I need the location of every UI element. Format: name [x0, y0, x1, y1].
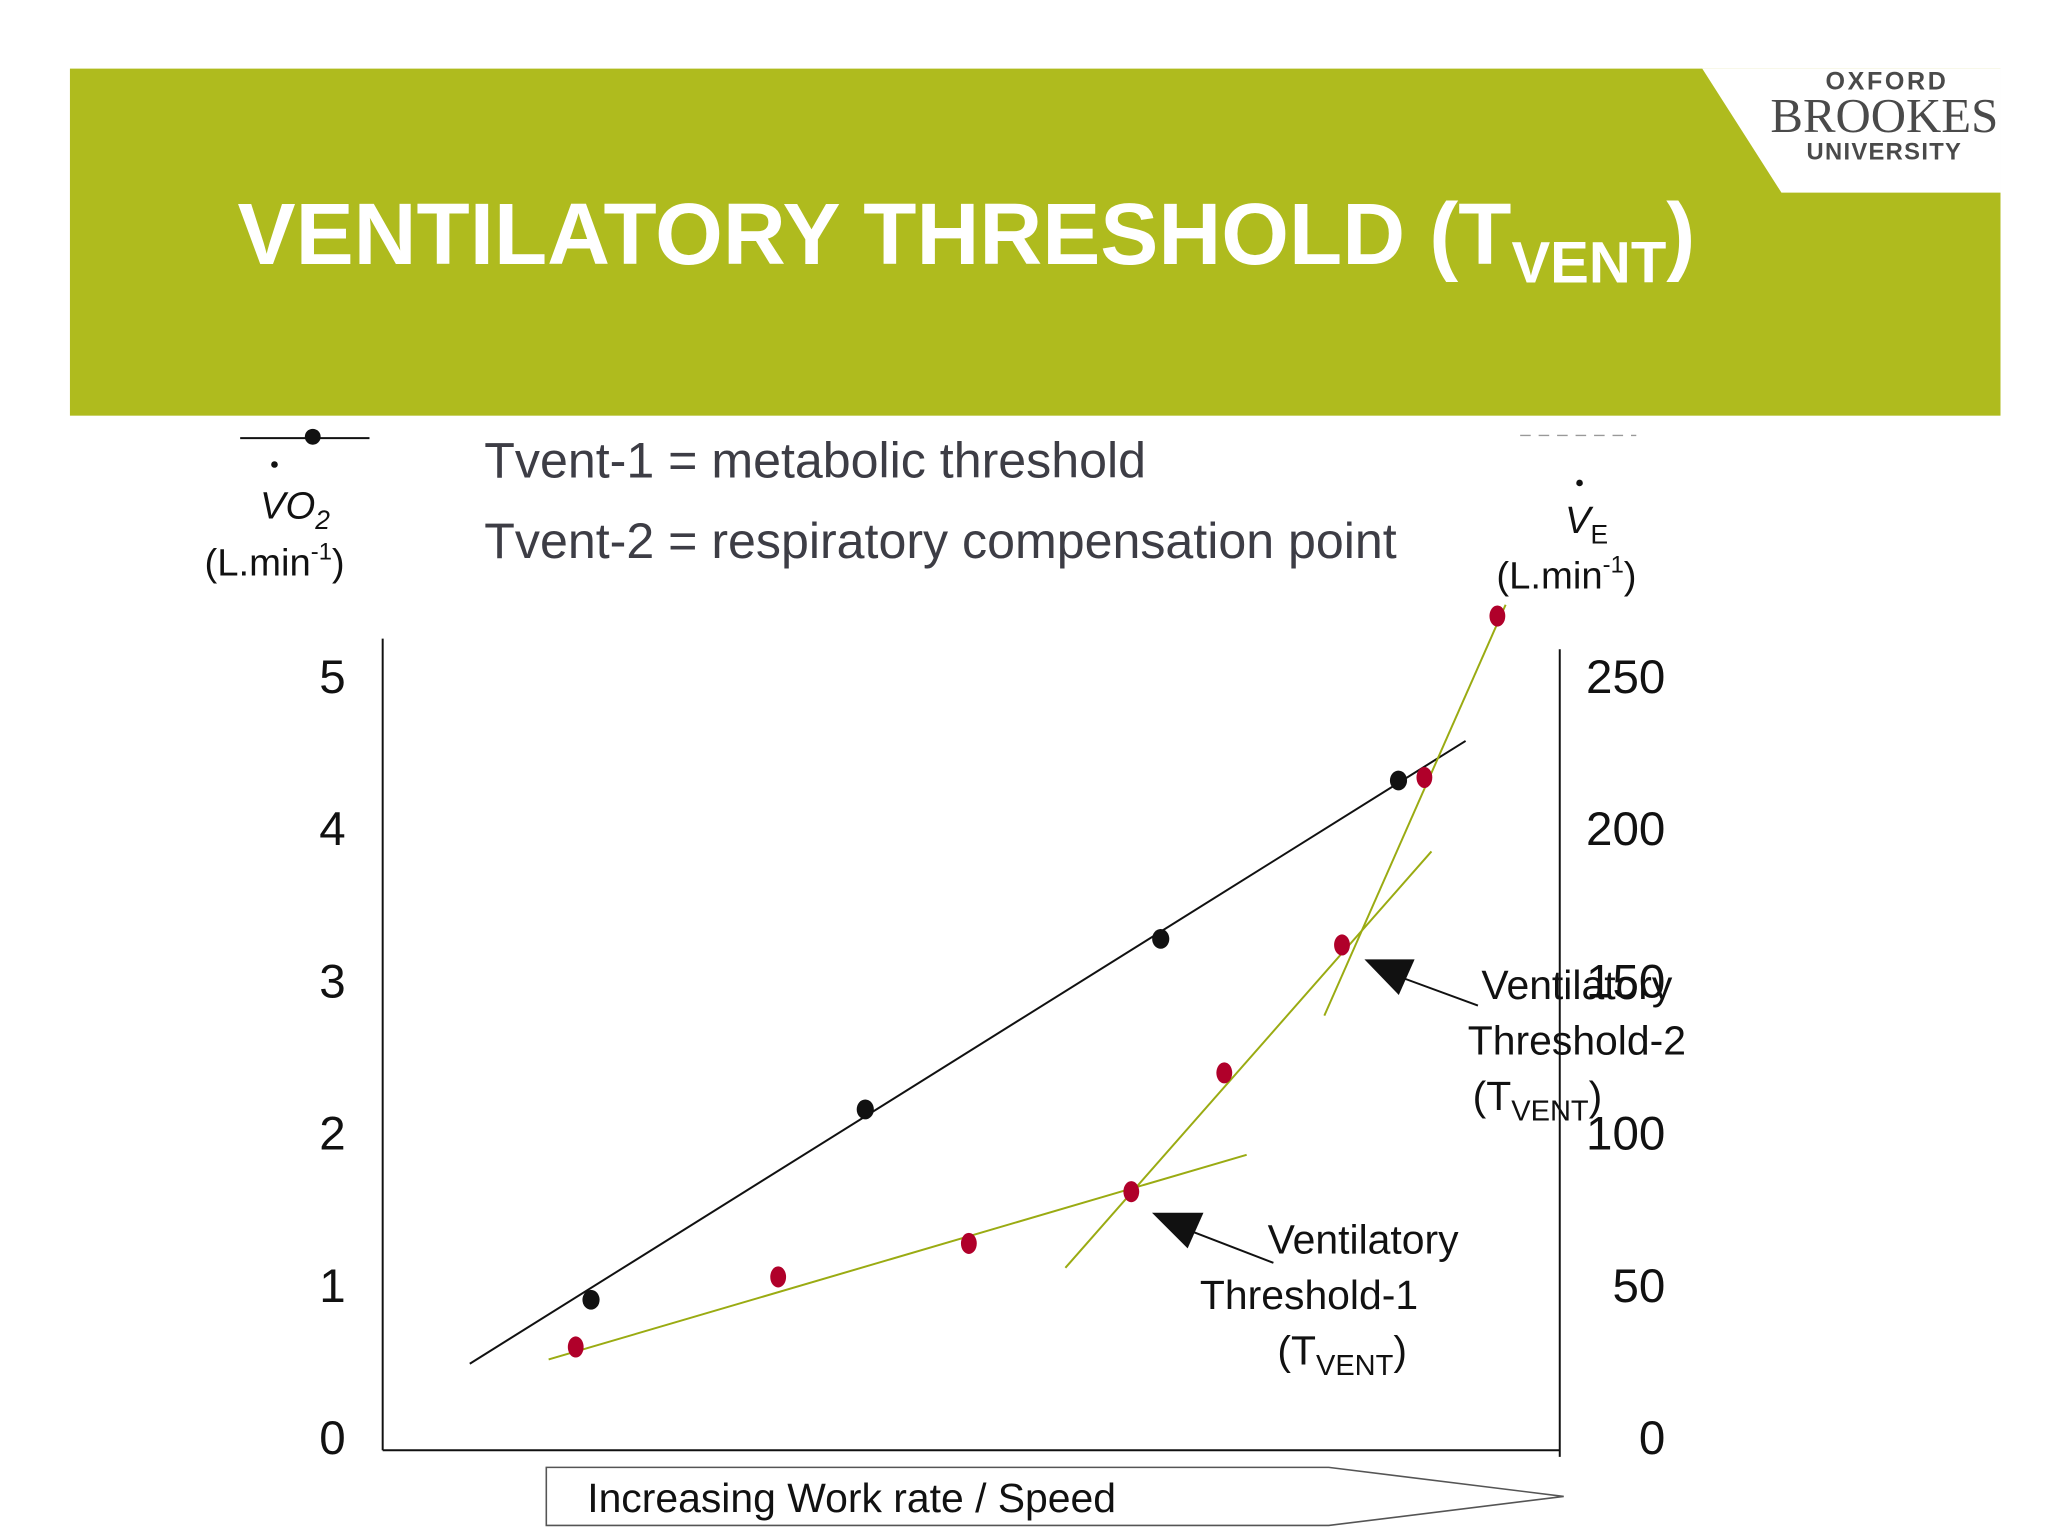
y2-axis-label: (L.min-1): [1496, 552, 1636, 598]
header-band: [69, 68, 2001, 416]
label-sup: -1: [311, 539, 332, 566]
annotation-part: (T: [1473, 1073, 1512, 1119]
annotation-part: (T: [1277, 1327, 1316, 1373]
annotation: Ventilatory: [1268, 1217, 1459, 1263]
annotation-sub: VENT: [1316, 1350, 1394, 1382]
annotation-arrow: [1187, 1228, 1274, 1264]
label-part: (L.min: [1496, 555, 1602, 598]
annotation-arrowhead: [1152, 1212, 1204, 1249]
trend-line: [1064, 850, 1433, 1269]
y2-axis-label: VE: [1565, 499, 1608, 550]
title-sub: VENT: [1511, 230, 1666, 295]
y2-tick-label: 150: [1586, 955, 1665, 1008]
logo-text: OXFORD: [1825, 68, 1948, 96]
annotation-sub: VENT: [1511, 1095, 1589, 1127]
label-sub: 2: [314, 505, 330, 535]
trend-line: [1323, 604, 1507, 1017]
logo-text: UNIVERSITY: [1807, 139, 1963, 166]
title: VENTILATORY THRESHOLD (TVENT): [238, 186, 1696, 295]
data-point: [567, 1336, 584, 1358]
y2-tick-label: 200: [1586, 803, 1665, 856]
note: Tvent-2 = respiratory compensation point: [484, 513, 1397, 569]
trend-line: [548, 1153, 1247, 1361]
x-label-arrow: [545, 1466, 1564, 1527]
y-tick-label: 2: [319, 1108, 345, 1161]
logo-text: BROOKES: [1770, 88, 1998, 143]
annotation-arrowhead: [1364, 959, 1415, 995]
data-point: [1334, 934, 1350, 956]
logo-panel: [1702, 68, 2001, 193]
label-part: V: [1565, 499, 1594, 542]
y2-tick-label: 0: [1639, 1412, 1665, 1465]
data-point: [1416, 766, 1433, 789]
annotation-arrow: [1398, 975, 1479, 1007]
y-axis-label: VO2: [260, 485, 330, 536]
annotation: Ventilatory: [1481, 962, 1672, 1008]
y-tick-label: 4: [319, 803, 345, 856]
label-sup: -1: [1603, 552, 1624, 579]
dot-accent: [1576, 479, 1583, 487]
legend-dot: [304, 428, 321, 445]
annotation-part: ): [1589, 1073, 1603, 1119]
label-part: (L.min: [205, 541, 311, 584]
data-point: [1216, 1062, 1233, 1084]
annotation: (TVENT): [1473, 1073, 1603, 1128]
label-sub: E: [1591, 520, 1609, 550]
y-tick-label: 3: [319, 955, 345, 1008]
y-axis-label: (L.min-1): [205, 539, 345, 585]
x-axis-label: Increasing Work rate / Speed: [587, 1475, 1116, 1521]
y2-tick-label: 100: [1586, 1108, 1665, 1161]
data-point: [1489, 605, 1506, 627]
label-part: VO: [260, 485, 315, 528]
label-part: ): [332, 541, 345, 584]
data-point: [582, 1289, 600, 1310]
data-point: [1152, 928, 1170, 949]
data-point: [1389, 770, 1408, 791]
title-part: ): [1666, 186, 1695, 283]
annotation: Threshold-1: [1200, 1272, 1418, 1318]
trend-line: [469, 740, 1467, 1365]
y2-tick-label: 50: [1612, 1260, 1665, 1313]
y-tick-label: 0: [319, 1412, 345, 1465]
data-point: [1123, 1181, 1140, 1203]
data-point: [960, 1232, 977, 1254]
label-part: ): [1624, 555, 1637, 598]
annotation: (TVENT): [1277, 1327, 1407, 1382]
data-point: [856, 1099, 874, 1120]
y2-tick-label: 250: [1586, 651, 1665, 704]
plot: [469, 604, 1507, 1365]
y-tick-label: 5: [319, 651, 345, 704]
note: Tvent-1 = metabolic threshold: [484, 433, 1146, 489]
dot-accent: [271, 461, 278, 468]
data-point: [770, 1266, 787, 1288]
annotation: Threshold-2: [1468, 1017, 1686, 1063]
annotation-part: ): [1393, 1327, 1407, 1373]
y-tick-label: 1: [319, 1260, 345, 1313]
title-part: VENTILATORY THRESHOLD (T: [238, 186, 1512, 283]
